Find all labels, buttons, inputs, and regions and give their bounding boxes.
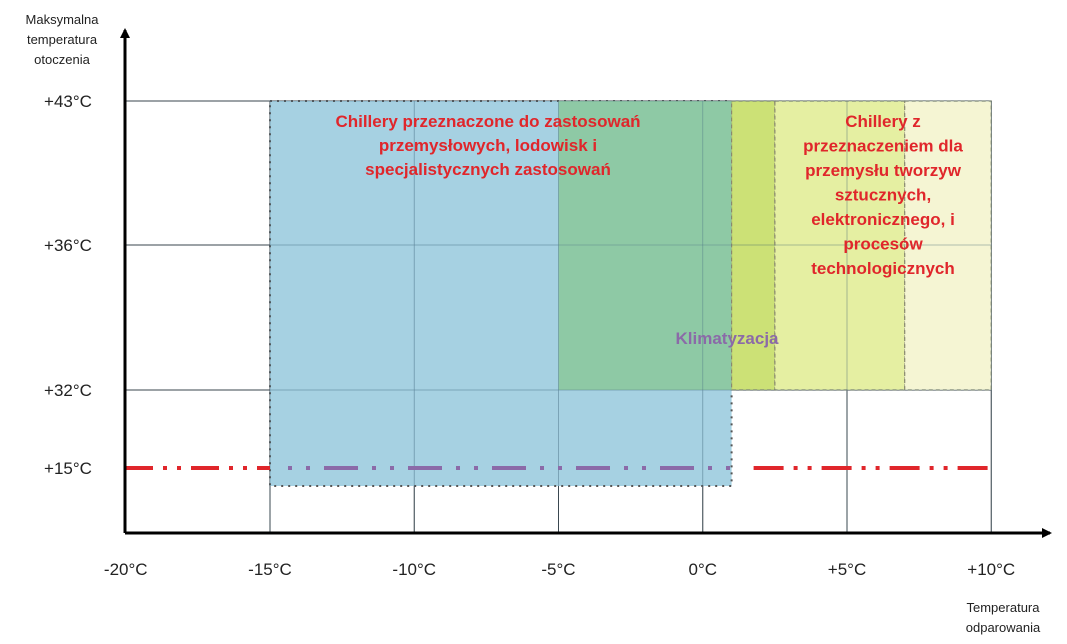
x-tick-label: -5°C (541, 560, 575, 579)
region-label-industrial-line: przemysłowych, lodowisk i (379, 136, 597, 155)
region-rect (774, 100, 906, 391)
region-label-plastics-line: przeznaczeniem dla (803, 137, 963, 156)
x-tick-label: +10°C (967, 560, 1015, 579)
region-label-air-conditioning: Klimatyzacja (676, 329, 780, 348)
y-axis-title-line: Maksymalna (26, 12, 100, 27)
region-label-industrial-line: specjalistycznych zastosowań (365, 160, 611, 179)
region-rect (558, 101, 732, 390)
y-tick-label: +36°C (44, 236, 92, 255)
y-tick-label: +43°C (44, 92, 92, 111)
x-tick-label: 0°C (688, 560, 717, 579)
region-rect (904, 100, 992, 391)
x-tick-label: -10°C (392, 560, 436, 579)
x-tick-label: -20°C (104, 560, 148, 579)
region-label-plastics-line: Chillery z (845, 112, 921, 131)
region-label-plastics-line: sztucznych, (835, 186, 931, 205)
region-label-plastics-line: elektronicznego, i (811, 210, 955, 229)
y-axis-title-line: otoczenia (34, 52, 90, 67)
x-axis-title-line: odparowania (966, 620, 1041, 635)
region-rect (730, 100, 776, 391)
region-label-plastics-line: procesów (843, 235, 923, 254)
y-tick-label: +15°C (44, 459, 92, 478)
region-label-plastics-line: technologicznych (811, 259, 955, 278)
x-tick-label: -15°C (248, 560, 292, 579)
region-label-industrial-line: Chillery przeznaczone do zastosowań (335, 112, 640, 131)
region-label-plastics-line: przemysłu tworzyw (805, 161, 962, 180)
x-tick-label: +5°C (828, 560, 866, 579)
y-axis-title-line: temperatura (27, 32, 98, 47)
y-tick-label: +32°C (44, 381, 92, 400)
x-axis-title-line: Temperatura (967, 600, 1041, 615)
